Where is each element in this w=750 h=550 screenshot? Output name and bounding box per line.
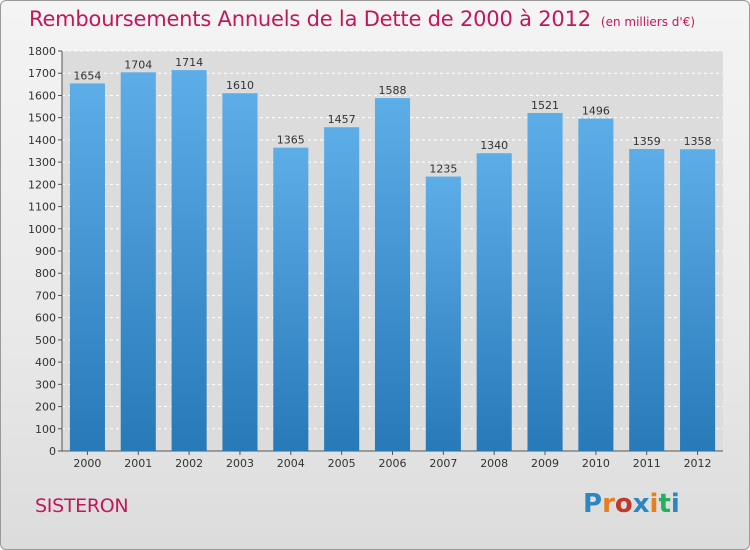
bar-2011 [629, 149, 665, 451]
y-tick-label: 1100 [28, 201, 56, 214]
y-tick-label: 200 [35, 401, 56, 414]
y-tick-label: 400 [35, 356, 56, 369]
data-label: 1235 [429, 163, 457, 176]
x-tick-label: 2012 [684, 457, 712, 470]
bar-2007 [425, 176, 461, 452]
x-tick-label: 2006 [379, 457, 407, 470]
y-tick-label: 800 [35, 267, 56, 280]
chart-unit: (en milliers d'€) [600, 15, 696, 29]
bar-2008 [476, 153, 512, 451]
chart-title: Remboursements Annuels de la Dette de 20… [29, 7, 695, 31]
x-tick-label: 2008 [480, 457, 508, 470]
x-tick-label: 2001 [124, 457, 152, 470]
y-tick-label: 600 [35, 312, 56, 325]
logo-letter: i [670, 489, 680, 519]
city-name: SISTERON [35, 495, 129, 517]
y-tick-label: 1200 [28, 178, 56, 191]
y-tick-label: 0 [49, 445, 56, 458]
logo-letter: x [632, 489, 650, 519]
y-tick-label: 1700 [28, 67, 56, 80]
y-tick-label: 1800 [28, 45, 56, 58]
logo-letter: o [614, 489, 633, 519]
x-tick-label: 2005 [328, 457, 356, 470]
bar-2001 [120, 72, 156, 451]
y-tick-label: 1000 [28, 223, 56, 236]
y-tick-label: 1400 [28, 134, 56, 147]
logo-letter: P [583, 489, 603, 519]
x-tick-label: 2009 [531, 457, 559, 470]
x-tick-label: 2002 [175, 457, 203, 470]
x-tick-label: 2007 [429, 457, 457, 470]
data-label: 1654 [73, 69, 101, 82]
x-tick-label: 2003 [226, 457, 254, 470]
data-label: 1340 [480, 139, 508, 152]
data-label: 1610 [226, 79, 254, 92]
bar-2002 [171, 70, 207, 451]
y-tick-label: 900 [35, 245, 56, 258]
bar-2005 [324, 127, 360, 451]
bar-2004 [273, 147, 309, 451]
logo-letter: i [649, 489, 659, 519]
bar-2010 [578, 118, 614, 452]
proxiti-logo: Proxiti [583, 489, 680, 519]
y-tick-label: 300 [35, 378, 56, 391]
data-label: 1714 [175, 56, 203, 69]
data-label: 1588 [379, 84, 407, 97]
data-label: 1457 [328, 113, 356, 126]
y-tick-label: 100 [35, 423, 56, 436]
y-tick-label: 500 [35, 334, 56, 347]
x-tick-label: 2011 [633, 457, 661, 470]
logo-letter: t [658, 489, 671, 519]
y-tick-label: 1600 [28, 89, 56, 102]
logo-letter: r [602, 489, 615, 519]
data-label: 1704 [124, 58, 152, 71]
y-tick-label: 1300 [28, 156, 56, 169]
data-label: 1521 [531, 99, 559, 112]
bar-2000 [69, 83, 105, 451]
x-tick-label: 2004 [277, 457, 305, 470]
bar-2003 [222, 93, 258, 451]
x-tick-label: 2010 [582, 457, 610, 470]
data-label: 1365 [277, 134, 305, 147]
y-tick-label: 1500 [28, 112, 56, 125]
x-tick-label: 2000 [73, 457, 101, 470]
data-label: 1358 [684, 135, 712, 148]
bar-2009 [527, 113, 563, 451]
bar-2012 [680, 149, 716, 451]
data-label: 1359 [633, 135, 661, 148]
chart-title-text: Remboursements Annuels de la Dette de 20… [29, 7, 591, 31]
data-label: 1496 [582, 105, 610, 118]
bar-2006 [374, 98, 411, 451]
y-tick-label: 700 [35, 289, 56, 302]
